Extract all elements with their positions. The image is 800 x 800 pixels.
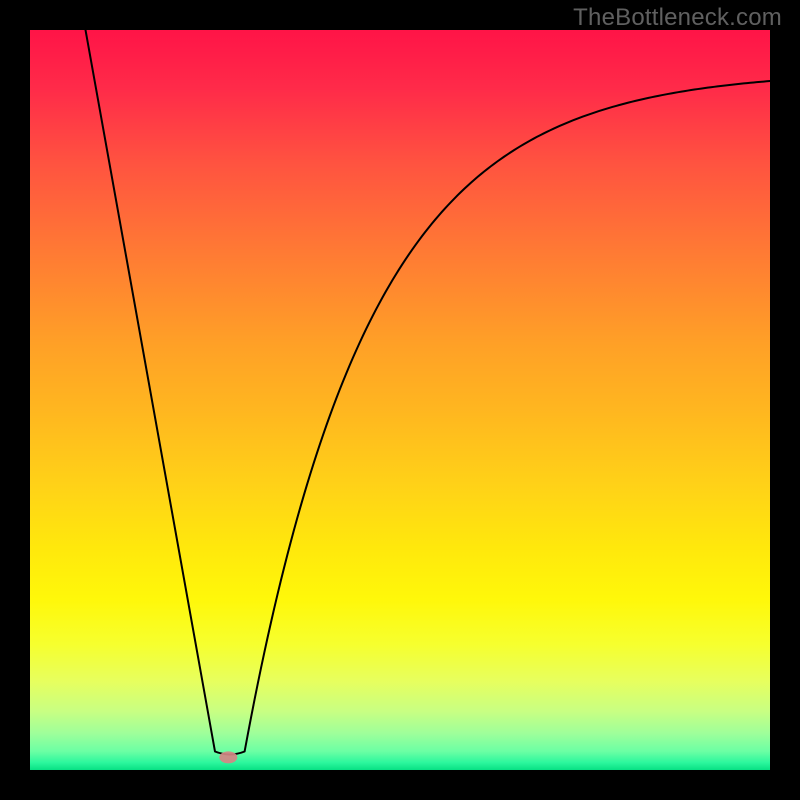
gradient-background bbox=[30, 30, 770, 770]
watermark-text: TheBottleneck.com bbox=[573, 4, 782, 32]
gradient-rect bbox=[30, 30, 770, 770]
minimum-marker bbox=[219, 751, 237, 763]
plot-area bbox=[30, 30, 770, 770]
